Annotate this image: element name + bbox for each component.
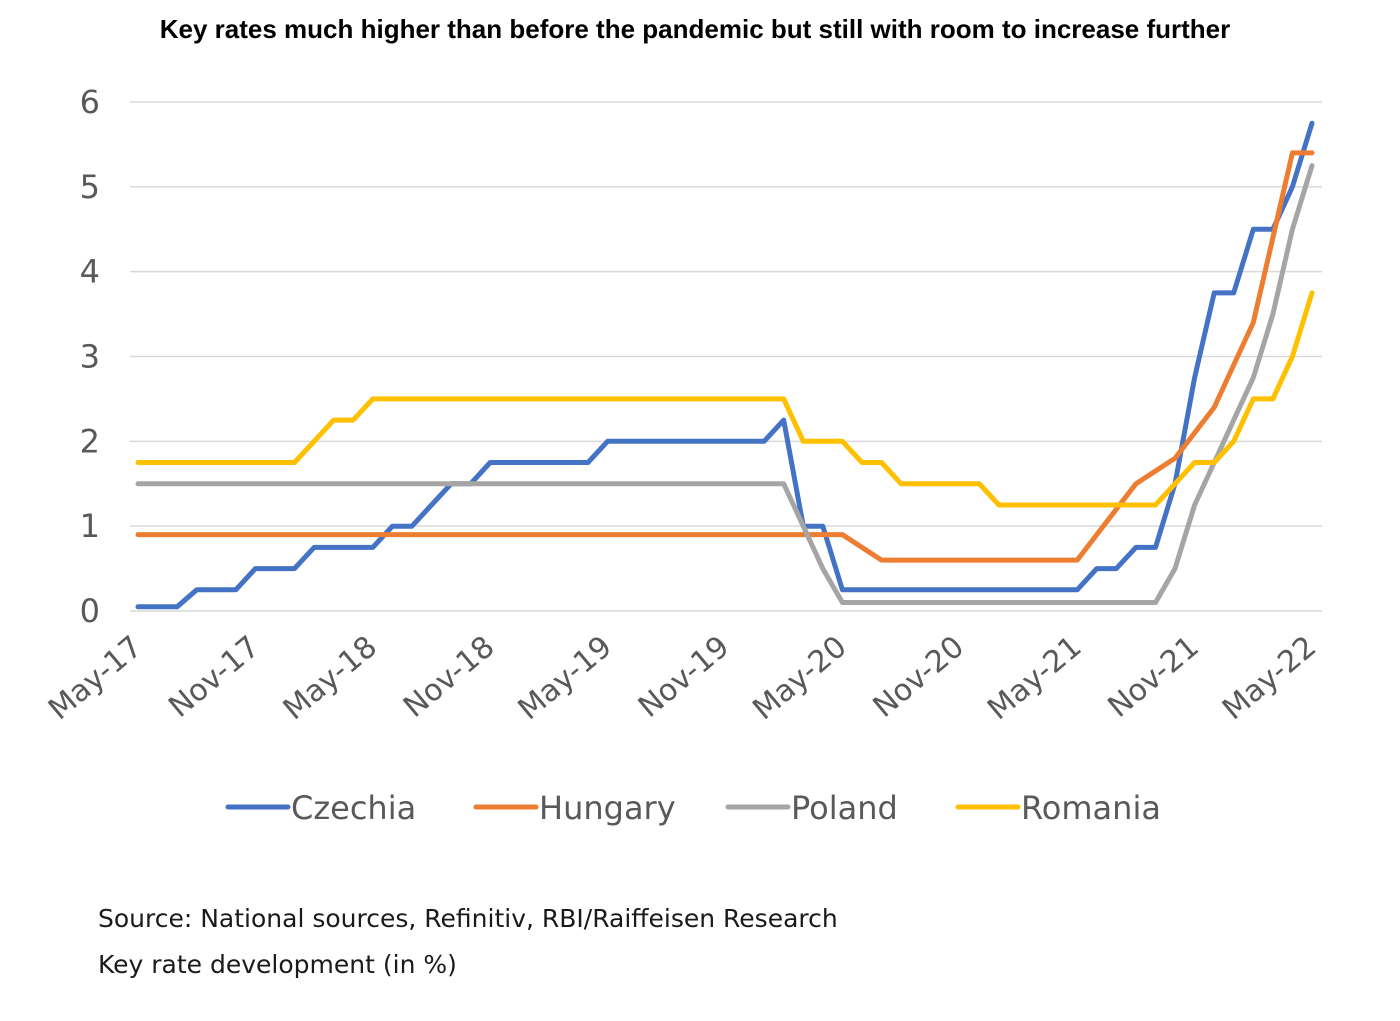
x-axis-ticks: May-17 Nov-17 May-18 Nov-18 May-19 Nov-19 May-… xyxy=(42,629,1323,727)
series-line-hungary xyxy=(135,150,1315,563)
series-line-poland xyxy=(135,163,1315,605)
x-tick-label-may-22: May-22 xyxy=(1216,629,1323,727)
x-tick-label-may-21: May-21 xyxy=(981,629,1088,727)
x-tick-label-nov-21: Nov-21 xyxy=(1101,629,1205,724)
x-tick-label-nov-17: Nov-17 xyxy=(162,629,266,724)
y-tick-label-0: 0 xyxy=(80,592,100,630)
legend-label-poland: Poland xyxy=(791,789,898,827)
source-note: Source: National sources, Refinitiv, RBI… xyxy=(98,904,838,933)
x-tick-label-may-18: May-18 xyxy=(277,629,384,727)
x-tick-label-nov-19: Nov-19 xyxy=(632,629,736,724)
legend-label-romania: Romania xyxy=(1021,789,1161,827)
y-tick-label-2: 2 xyxy=(80,422,100,460)
series-lines xyxy=(135,120,1315,610)
legend: Czechia Hungary Poland Romania xyxy=(225,789,1161,827)
y-tick-label-3: 3 xyxy=(80,338,100,376)
legend-label-czechia: Czechia xyxy=(291,789,416,827)
y-tick-label-1: 1 xyxy=(80,507,100,545)
x-tick-label-may-20: May-20 xyxy=(746,629,853,727)
x-tick-label-nov-18: Nov-18 xyxy=(397,629,501,724)
y-tick-label-6: 6 xyxy=(80,83,100,121)
legend-label-hungary: Hungary xyxy=(539,789,676,827)
y-tick-label-5: 5 xyxy=(80,168,100,206)
x-tick-label-may-19: May-19 xyxy=(512,629,619,727)
y-axis-ticks: 0 1 2 3 4 5 6 xyxy=(80,83,100,630)
x-tick-label-may-17: May-17 xyxy=(42,629,149,727)
series-line-czechia xyxy=(135,120,1315,610)
chart-caption: Key rate development (in %) xyxy=(98,950,457,979)
y-tick-label-4: 4 xyxy=(80,253,100,291)
chart-title: Key rates much higher than before the pa… xyxy=(159,14,1231,44)
series-line-romania xyxy=(135,290,1315,508)
x-tick-label-nov-20: Nov-20 xyxy=(867,629,971,724)
